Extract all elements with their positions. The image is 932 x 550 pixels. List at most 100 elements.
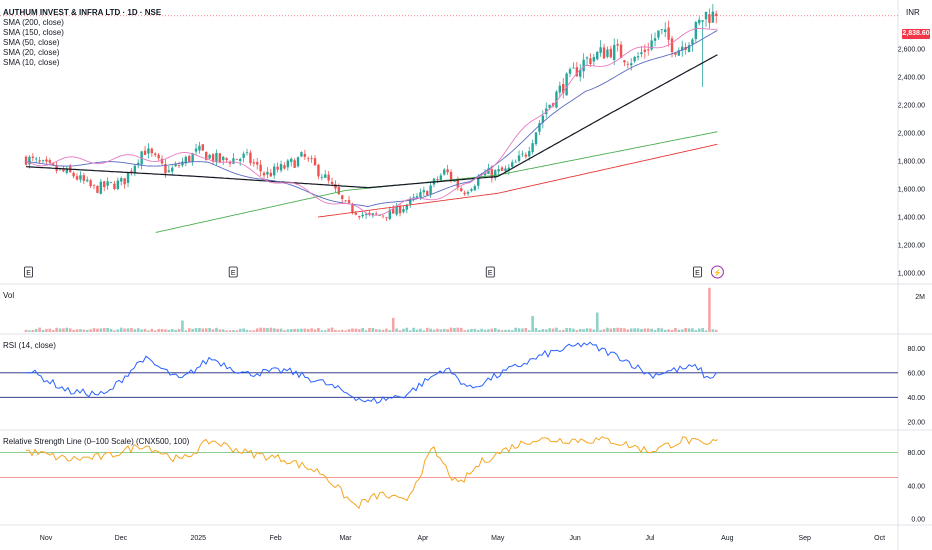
candle-body xyxy=(137,162,140,165)
volume-bar xyxy=(126,328,130,332)
candle-body xyxy=(616,44,619,46)
time-axis-tick: Feb xyxy=(270,535,282,542)
candle-body xyxy=(235,158,239,160)
candle-body xyxy=(568,69,572,74)
volume-bar xyxy=(449,327,453,332)
candle-body xyxy=(405,204,409,210)
candle-body xyxy=(463,192,466,195)
rsl-pane-label[interactable]: Relative Strength Line (0–100 Scale) (CN… xyxy=(3,437,190,446)
candle-body xyxy=(184,156,188,164)
rsi-pane-label[interactable]: RSI (14, close) xyxy=(3,341,56,350)
candle-body xyxy=(65,168,69,173)
volume-bar xyxy=(147,330,150,332)
candle-body xyxy=(106,181,109,186)
volume-bar xyxy=(487,329,490,332)
candle-body xyxy=(276,166,279,170)
volume-bar xyxy=(130,328,133,332)
volume-bar xyxy=(249,330,252,332)
volume-bar xyxy=(184,330,188,332)
volume-bar xyxy=(296,328,300,332)
legend-sma-50[interactable]: SMA (50, close) xyxy=(3,38,60,47)
candle-body xyxy=(708,14,711,24)
volume-bar xyxy=(680,329,684,332)
volume-bar xyxy=(191,328,194,332)
legend-sma-20[interactable]: SMA (20, close) xyxy=(3,48,60,57)
candle-body xyxy=(225,158,228,160)
volume-bar xyxy=(585,328,589,332)
chart-title[interactable]: AUTHUM INVEST & INFRA LTD · 1D · NSE xyxy=(3,8,162,17)
candles-group xyxy=(24,4,718,221)
candle-body xyxy=(630,63,633,66)
earnings-marker-label: E xyxy=(26,270,31,277)
legend-sma-10[interactable]: SMA (10, close) xyxy=(3,58,60,67)
candle-body xyxy=(31,156,35,158)
candle-body xyxy=(409,198,412,205)
volume-bar xyxy=(317,327,320,332)
volume-bar xyxy=(514,327,517,332)
candle-body xyxy=(103,181,106,188)
candle-body xyxy=(167,170,171,172)
volume-bar xyxy=(694,330,698,332)
currency-label: INR xyxy=(906,8,920,17)
time-axis-tick: Mar xyxy=(339,535,352,542)
volume-bar xyxy=(595,312,599,332)
volume-bar xyxy=(283,330,286,332)
candle-body xyxy=(262,172,266,176)
volume-bar xyxy=(323,330,327,332)
volume-bar xyxy=(157,328,160,332)
volume-bar xyxy=(313,329,317,332)
candle-body xyxy=(164,164,167,174)
candle-body xyxy=(602,47,606,59)
volume-bar xyxy=(422,330,426,332)
rsl-axis-tick: 0.00 xyxy=(911,516,925,523)
volume-bar xyxy=(633,328,636,332)
volume-bar xyxy=(619,327,623,332)
volume-bar xyxy=(548,328,551,332)
candle-body xyxy=(412,196,415,198)
candle-body xyxy=(222,156,225,161)
candle-body xyxy=(242,153,245,158)
candle-body xyxy=(126,172,130,183)
earnings-marker-icon xyxy=(693,266,702,278)
candle-body xyxy=(307,158,310,160)
volume-bar xyxy=(551,328,555,332)
volume-bar xyxy=(364,330,368,332)
volume-bar xyxy=(194,328,198,332)
volume-bar xyxy=(55,327,58,332)
price-axis-tick: 1,200.00 xyxy=(898,243,925,250)
candle-body xyxy=(613,45,616,60)
volume-bar xyxy=(347,329,351,332)
volume-bar xyxy=(68,328,72,332)
candle-body xyxy=(266,171,269,175)
price-axis-tick: 2,200.00 xyxy=(898,103,925,110)
candle-body xyxy=(667,27,670,40)
candle-body xyxy=(52,163,55,165)
candle-body xyxy=(670,38,674,53)
candle-body xyxy=(24,156,28,165)
candle-body xyxy=(96,185,99,193)
candle-body xyxy=(497,169,500,172)
volume-bar xyxy=(164,329,167,332)
volume-bar xyxy=(320,330,324,332)
volume-bar xyxy=(361,327,364,332)
rsl-axis-tick: 80.00 xyxy=(907,450,925,457)
candle-body xyxy=(324,174,327,178)
candle-body xyxy=(208,154,211,159)
candle-body xyxy=(160,158,164,164)
volume-bar xyxy=(38,327,41,332)
rsi-axis-tick: 20.00 xyxy=(907,419,925,426)
volume-bar xyxy=(453,328,456,332)
volume-bar xyxy=(402,328,405,332)
volume-bar xyxy=(660,328,664,332)
volume-pane-label[interactable]: Vol xyxy=(3,291,15,300)
volume-bar xyxy=(45,328,48,332)
volume-bar xyxy=(232,330,235,332)
volume-bar xyxy=(578,328,582,332)
volume-bar xyxy=(476,330,480,332)
legend-sma-150[interactable]: SMA (150, close) xyxy=(3,28,64,37)
volume-bar xyxy=(79,329,82,332)
candle-body xyxy=(619,44,623,59)
candle-body xyxy=(446,169,449,173)
legend-sma-200[interactable]: SMA (200, close) xyxy=(3,18,64,27)
